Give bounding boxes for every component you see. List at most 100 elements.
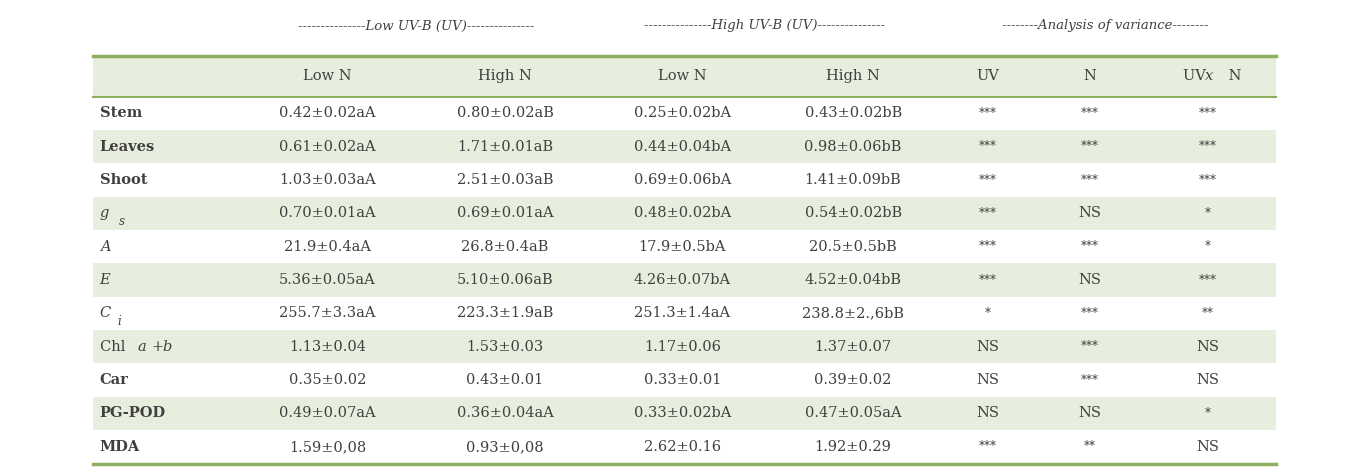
Text: 1.41±0.09bB: 1.41±0.09bB bbox=[805, 173, 901, 187]
Text: ***: *** bbox=[1081, 307, 1099, 320]
Text: ---------------High UV-B (UV)---------------: ---------------High UV-B (UV)-----------… bbox=[644, 19, 885, 33]
Text: *: * bbox=[1205, 207, 1211, 220]
Text: 0.42±0.02aA: 0.42±0.02aA bbox=[280, 106, 375, 120]
Text: ***: *** bbox=[1081, 107, 1099, 120]
Bar bbox=[93, 397, 1276, 430]
Text: 0.39±0.02: 0.39±0.02 bbox=[815, 373, 891, 387]
Text: 21.9±0.4aA: 21.9±0.4aA bbox=[284, 240, 371, 254]
Text: NS: NS bbox=[1078, 273, 1102, 287]
Bar bbox=[93, 130, 1276, 163]
Text: ***: *** bbox=[979, 107, 996, 120]
Text: E: E bbox=[100, 273, 111, 287]
Text: 0.48±0.02bA: 0.48±0.02bA bbox=[633, 206, 732, 220]
Text: ***: *** bbox=[1198, 274, 1218, 287]
Text: 2.51±0.03aB: 2.51±0.03aB bbox=[457, 173, 553, 187]
Text: +: + bbox=[152, 340, 164, 354]
Text: PG-POD: PG-POD bbox=[100, 406, 165, 421]
Text: 2.62±0.16: 2.62±0.16 bbox=[644, 440, 721, 454]
Text: 17.9±0.5bA: 17.9±0.5bA bbox=[639, 240, 726, 254]
Text: Stem: Stem bbox=[100, 106, 142, 120]
Text: NS: NS bbox=[1197, 340, 1219, 354]
Text: ***: *** bbox=[1198, 107, 1218, 120]
Text: 0.44±0.04bA: 0.44±0.04bA bbox=[633, 140, 732, 154]
Text: 1.59±0,08: 1.59±0,08 bbox=[289, 440, 366, 454]
Text: x: x bbox=[1205, 69, 1213, 83]
Text: 1.03±0.03aA: 1.03±0.03aA bbox=[280, 173, 375, 187]
Text: 26.8±0.4aB: 26.8±0.4aB bbox=[461, 240, 549, 254]
Text: 0.69±0.06bA: 0.69±0.06bA bbox=[633, 173, 732, 187]
Text: 0.54±0.02bB: 0.54±0.02bB bbox=[804, 206, 902, 220]
Text: 4.52±0.04bB: 4.52±0.04bB bbox=[804, 273, 902, 287]
Text: 251.3±1.4aA: 251.3±1.4aA bbox=[635, 306, 730, 320]
Text: 0.93±0,08: 0.93±0,08 bbox=[467, 440, 543, 454]
Text: ***: *** bbox=[1081, 340, 1099, 354]
Text: 0.33±0.01: 0.33±0.01 bbox=[644, 373, 721, 387]
Text: ***: *** bbox=[979, 440, 996, 453]
Text: High N: High N bbox=[478, 69, 532, 83]
Text: NS: NS bbox=[1197, 440, 1219, 454]
Text: b: b bbox=[162, 340, 172, 354]
Text: ***: *** bbox=[1081, 140, 1099, 153]
Text: Low N: Low N bbox=[303, 69, 352, 83]
Text: 20.5±0.5bB: 20.5±0.5bB bbox=[809, 240, 897, 254]
Text: UV: UV bbox=[1183, 69, 1211, 83]
Text: 0.36±0.04aA: 0.36±0.04aA bbox=[457, 406, 553, 421]
Text: *: * bbox=[984, 307, 991, 320]
Text: 1.17±0.06: 1.17±0.06 bbox=[644, 340, 721, 354]
Text: C: C bbox=[100, 306, 111, 320]
Text: a: a bbox=[138, 340, 146, 354]
Text: NS: NS bbox=[976, 406, 999, 421]
Text: ***: *** bbox=[1198, 140, 1218, 153]
Text: 0.70±0.01aA: 0.70±0.01aA bbox=[280, 206, 375, 220]
Text: High N: High N bbox=[826, 69, 880, 83]
Text: Low N: Low N bbox=[658, 69, 707, 83]
Text: 238.8±2.,6bB: 238.8±2.,6bB bbox=[803, 306, 904, 320]
Text: ***: *** bbox=[979, 240, 996, 253]
Bar bbox=[93, 330, 1276, 363]
Text: 0.98±0.06bB: 0.98±0.06bB bbox=[804, 140, 902, 154]
Text: NS: NS bbox=[976, 373, 999, 387]
Text: **: ** bbox=[1203, 307, 1213, 320]
Text: UV: UV bbox=[976, 69, 999, 83]
Text: ***: *** bbox=[1081, 240, 1099, 253]
Text: A: A bbox=[100, 240, 111, 254]
Text: ***: *** bbox=[979, 274, 996, 287]
Text: 0.43±0.02bB: 0.43±0.02bB bbox=[804, 106, 902, 120]
Text: 5.36±0.05aA: 5.36±0.05aA bbox=[280, 273, 375, 287]
Text: g: g bbox=[100, 206, 109, 220]
Text: NS: NS bbox=[976, 340, 999, 354]
Text: 4.26±0.07bA: 4.26±0.07bA bbox=[633, 273, 732, 287]
Text: NS: NS bbox=[1197, 373, 1219, 387]
Text: MDA: MDA bbox=[100, 440, 139, 454]
Text: 1.92±0.29: 1.92±0.29 bbox=[815, 440, 891, 454]
Text: N: N bbox=[1224, 69, 1242, 83]
Text: N: N bbox=[1084, 69, 1096, 83]
Text: 0.69±0.01aA: 0.69±0.01aA bbox=[457, 206, 553, 220]
Text: 5.10±0.06aB: 5.10±0.06aB bbox=[457, 273, 553, 287]
Text: NS: NS bbox=[1078, 406, 1102, 421]
Text: 0.25±0.02bA: 0.25±0.02bA bbox=[633, 106, 732, 120]
Text: 1.53±0.03: 1.53±0.03 bbox=[467, 340, 543, 354]
Text: Leaves: Leaves bbox=[100, 140, 154, 154]
Bar bbox=[93, 263, 1276, 297]
Text: 0.35±0.02: 0.35±0.02 bbox=[289, 373, 366, 387]
Text: 0.47±0.05aA: 0.47±0.05aA bbox=[805, 406, 901, 421]
Text: 0.43±0.01: 0.43±0.01 bbox=[467, 373, 543, 387]
Text: i: i bbox=[117, 315, 121, 329]
Text: ***: *** bbox=[979, 207, 996, 220]
Text: NS: NS bbox=[1078, 206, 1102, 220]
Text: 0.33±0.02bA: 0.33±0.02bA bbox=[633, 406, 732, 421]
Text: ***: *** bbox=[979, 140, 996, 153]
Text: ***: *** bbox=[1198, 174, 1218, 186]
Text: 1.71±0.01aB: 1.71±0.01aB bbox=[457, 140, 553, 154]
Bar bbox=[93, 56, 1276, 97]
Text: 0.80±0.02aB: 0.80±0.02aB bbox=[457, 106, 553, 120]
Text: 1.37±0.07: 1.37±0.07 bbox=[815, 340, 891, 354]
Text: 1.13±0.04: 1.13±0.04 bbox=[289, 340, 366, 354]
Text: Car: Car bbox=[100, 373, 128, 387]
Text: *: * bbox=[1205, 407, 1211, 420]
Bar bbox=[93, 197, 1276, 230]
Text: ***: *** bbox=[1081, 174, 1099, 186]
Text: 0.49±0.07aA: 0.49±0.07aA bbox=[280, 406, 375, 421]
Text: --------Analysis of variance--------: --------Analysis of variance-------- bbox=[1002, 19, 1209, 33]
